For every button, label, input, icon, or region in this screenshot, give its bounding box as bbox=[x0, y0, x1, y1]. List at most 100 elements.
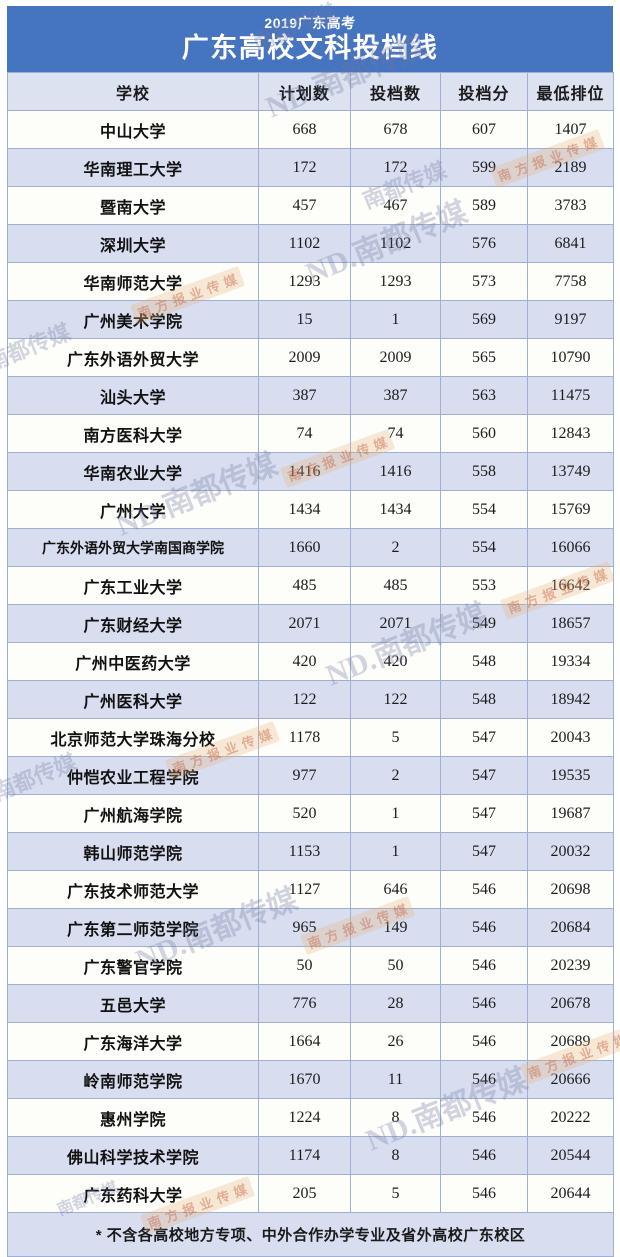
cell-school: 南方医科大学 bbox=[7, 414, 259, 453]
cell-rank: 20239 bbox=[527, 946, 614, 985]
cell-score: 553 bbox=[440, 566, 528, 605]
cell-score: 576 bbox=[440, 224, 528, 263]
cell-school: 惠州学院 bbox=[7, 1098, 259, 1137]
table-row: 广东药科大学 205 5 546 20644 bbox=[7, 1174, 614, 1213]
cell-admitted: 646 bbox=[350, 870, 441, 909]
cell-school: 岭南师范学院 bbox=[7, 1060, 259, 1099]
cell-school: 汕头大学 bbox=[7, 376, 259, 415]
cell-score: 554 bbox=[440, 528, 528, 567]
cell-plan: 668 bbox=[258, 110, 351, 149]
table-row: 广州美术学院 15 1 569 9197 bbox=[7, 300, 614, 339]
cell-score: 565 bbox=[440, 338, 528, 377]
cell-school: 华南农业大学 bbox=[7, 452, 259, 491]
cell-rank: 20689 bbox=[527, 1022, 614, 1061]
cell-admitted: 172 bbox=[350, 148, 441, 187]
cell-school: 五邑大学 bbox=[7, 984, 259, 1023]
cell-admitted: 1293 bbox=[350, 262, 441, 301]
cell-rank: 6841 bbox=[527, 224, 614, 263]
cell-admitted: 8 bbox=[350, 1098, 441, 1137]
cell-rank: 19535 bbox=[527, 756, 614, 795]
cell-plan: 122 bbox=[258, 680, 351, 719]
table-row: 广东第二师范学院 965 149 546 20684 bbox=[7, 908, 614, 947]
table-row: 中山大学 668 678 607 1407 bbox=[7, 110, 614, 149]
cell-admitted: 1 bbox=[350, 300, 441, 339]
cell-school: 韩山师范学院 bbox=[7, 832, 259, 871]
table-row: 广州中医药大学 420 420 548 19334 bbox=[7, 642, 614, 681]
cell-rank: 7758 bbox=[527, 262, 614, 301]
cell-rank: 16642 bbox=[527, 566, 614, 605]
table-row: 广东财经大学 2071 2071 549 18657 bbox=[7, 604, 614, 643]
cell-plan: 485 bbox=[258, 566, 351, 605]
cell-school: 中山大学 bbox=[7, 110, 259, 149]
cell-rank: 20222 bbox=[527, 1098, 614, 1137]
table-row: 暨南大学 457 467 589 3783 bbox=[7, 186, 614, 225]
cell-admitted: 1 bbox=[350, 794, 441, 833]
table-row: 广东外语外贸大学南国商学院 1660 2 554 16066 bbox=[7, 528, 614, 567]
cell-plan: 50 bbox=[258, 946, 351, 985]
cell-admitted: 74 bbox=[350, 414, 441, 453]
cell-score: 547 bbox=[440, 756, 528, 795]
table-row: 华南农业大学 1416 1416 558 13749 bbox=[7, 452, 614, 491]
title-subtitle: 2019广东高考 bbox=[264, 14, 356, 31]
cell-admitted: 2071 bbox=[350, 604, 441, 643]
cell-score: 547 bbox=[440, 718, 528, 757]
cell-plan: 977 bbox=[258, 756, 351, 795]
cell-plan: 1174 bbox=[258, 1136, 351, 1175]
table-row: 广州大学 1434 1434 554 15769 bbox=[7, 490, 614, 529]
cell-plan: 387 bbox=[258, 376, 351, 415]
cell-school: 仲恺农业工程学院 bbox=[7, 756, 259, 795]
cell-plan: 1660 bbox=[258, 528, 351, 567]
cell-score: 554 bbox=[440, 490, 528, 529]
cell-plan: 1178 bbox=[258, 718, 351, 757]
title-banner: 2019广东高考 广东高校文科投档线 bbox=[7, 6, 613, 72]
table-row: 广州医科大学 122 122 548 18942 bbox=[7, 680, 614, 719]
cell-plan: 457 bbox=[258, 186, 351, 225]
cell-rank: 19334 bbox=[527, 642, 614, 681]
column-header-school: 学校 bbox=[7, 72, 259, 111]
cell-school: 深圳大学 bbox=[7, 224, 259, 263]
cell-rank: 13749 bbox=[527, 452, 614, 491]
cell-admitted: 8 bbox=[350, 1136, 441, 1175]
cell-rank: 18942 bbox=[527, 680, 614, 719]
cell-score: 546 bbox=[440, 1136, 528, 1175]
cell-school: 广东工业大学 bbox=[7, 566, 259, 605]
cell-score: 599 bbox=[440, 148, 528, 187]
cell-score: 546 bbox=[440, 984, 528, 1023]
cell-plan: 1293 bbox=[258, 262, 351, 301]
cell-score: 547 bbox=[440, 794, 528, 833]
cell-plan: 420 bbox=[258, 642, 351, 681]
cell-score: 548 bbox=[440, 642, 528, 681]
cell-school: 广东财经大学 bbox=[7, 604, 259, 643]
cell-school: 广东技术师范大学 bbox=[7, 870, 259, 909]
cell-plan: 1127 bbox=[258, 870, 351, 909]
cell-admitted: 2 bbox=[350, 756, 441, 795]
cell-rank: 20043 bbox=[527, 718, 614, 757]
cell-rank: 16066 bbox=[527, 528, 614, 567]
cell-admitted: 2 bbox=[350, 528, 441, 567]
cell-score: 546 bbox=[440, 1098, 528, 1137]
table-row: 汕头大学 387 387 563 11475 bbox=[7, 376, 614, 415]
cell-plan: 1416 bbox=[258, 452, 351, 491]
cell-admitted: 50 bbox=[350, 946, 441, 985]
cell-score: 546 bbox=[440, 908, 528, 947]
cell-school: 广东药科大学 bbox=[7, 1174, 259, 1213]
table-row: 广东警官学院 50 50 546 20239 bbox=[7, 946, 614, 985]
cell-plan: 1153 bbox=[258, 832, 351, 871]
cell-plan: 1102 bbox=[258, 224, 351, 263]
cell-admitted: 26 bbox=[350, 1022, 441, 1061]
cell-score: 569 bbox=[440, 300, 528, 339]
cell-plan: 2009 bbox=[258, 338, 351, 377]
table-row: 广东技术师范大学 1127 646 546 20698 bbox=[7, 870, 614, 909]
table-row: 深圳大学 1102 1102 576 6841 bbox=[7, 224, 614, 263]
column-header-score: 投档分 bbox=[440, 72, 528, 111]
cell-admitted: 1 bbox=[350, 832, 441, 871]
cell-rank: 18657 bbox=[527, 604, 614, 643]
cell-rank: 1407 bbox=[527, 110, 614, 149]
cell-score: 546 bbox=[440, 870, 528, 909]
cell-rank: 12843 bbox=[527, 414, 614, 453]
table-row: 惠州学院 1224 8 546 20222 bbox=[7, 1098, 614, 1137]
cell-school: 暨南大学 bbox=[7, 186, 259, 225]
cell-rank: 15769 bbox=[527, 490, 614, 529]
cell-school: 广东外语外贸大学 bbox=[7, 338, 259, 377]
